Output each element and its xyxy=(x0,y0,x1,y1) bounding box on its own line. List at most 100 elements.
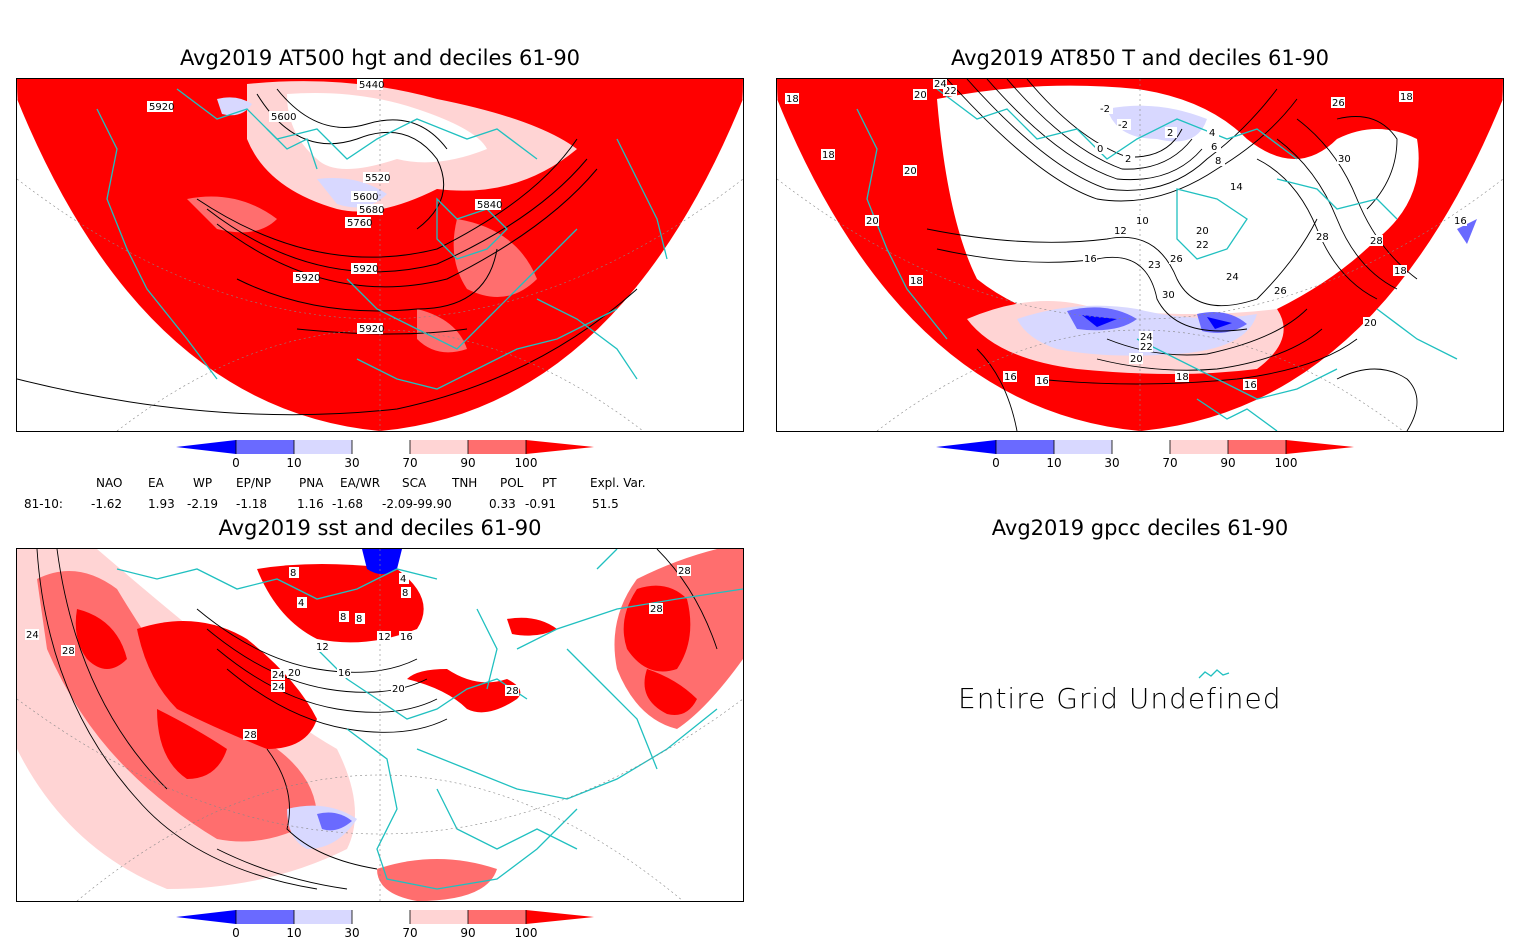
contour-label: 5520 xyxy=(365,173,390,184)
colorbar-tick-label: 90 xyxy=(460,456,476,470)
contour-label: 2 xyxy=(1167,128,1173,139)
colorbar-segment xyxy=(410,910,468,924)
colorbar-segment xyxy=(294,440,352,454)
contour-label: 20 xyxy=(1196,226,1209,237)
white-region xyxy=(287,93,487,169)
contour-label: 5440 xyxy=(359,80,384,91)
index-value: -2.09-99.90 xyxy=(382,497,452,511)
contour-label: 20 xyxy=(904,166,917,177)
contour-label: 20 xyxy=(914,90,927,101)
colorbar-tick-label: 0 xyxy=(992,456,1000,470)
contour-label: 22 xyxy=(944,86,957,97)
contour-label: 5920 xyxy=(353,264,378,275)
index-header: EA/WR xyxy=(340,476,381,490)
contour-label: 28 xyxy=(650,604,663,615)
contour-label: 12 xyxy=(378,632,391,643)
contour-label: 24 xyxy=(1226,272,1239,283)
contour-label: -2 xyxy=(1100,104,1110,115)
map-panel-sst: 28 24 28 4 8 8 12 16 20 24 28 28 12 8 4 … xyxy=(16,548,744,902)
map-t850-svg: 18 20 22 24 -2 2 0 -2 4 6 8 2 20 28 26 3… xyxy=(777,79,1503,431)
colorbar-tick-label: 30 xyxy=(344,456,360,470)
index-header: NAO xyxy=(96,476,123,490)
contour-label: 16 xyxy=(338,668,351,679)
index-header: Expl. Var. xyxy=(590,476,646,490)
colorbar-segment xyxy=(468,440,526,454)
contour-label: 4 xyxy=(1209,128,1215,139)
contour-label: 20 xyxy=(392,684,405,695)
colorbar-tick-label: 70 xyxy=(402,926,418,940)
contour-label: 16 xyxy=(1454,216,1467,227)
contour-label: 30 xyxy=(1338,154,1351,165)
contour-label: 16 xyxy=(1004,372,1017,383)
colorbar-svg xyxy=(176,440,594,454)
colorbar-tick-label: 10 xyxy=(286,456,302,470)
colorbar-segment xyxy=(236,910,294,924)
index-header: EA xyxy=(148,476,164,490)
contour-label: 22 xyxy=(1196,240,1209,251)
undefined-grid-message: Entire Grid Undefined xyxy=(958,682,1282,715)
colorbar-tick-label: 0 xyxy=(232,456,240,470)
colorbar-segment xyxy=(936,440,996,454)
contour-label: 18 xyxy=(1394,266,1407,277)
contour-label: 5760 xyxy=(347,218,372,229)
colorbar-segment xyxy=(1054,440,1112,454)
contour-label: 10 xyxy=(1136,216,1149,227)
index-value: -1.68 xyxy=(332,497,364,511)
contour-label: 16 xyxy=(1244,380,1257,391)
colorbar-tick-label: 10 xyxy=(286,926,302,940)
contour-label: 28 xyxy=(62,646,75,657)
t850-contours xyxy=(926,79,1418,431)
contour-label: 18 xyxy=(786,94,799,105)
panel-4-title: Avg2019 gpcc deciles 61-90 xyxy=(991,516,1289,540)
index-header: POL xyxy=(500,476,524,490)
contour-label: 5920 xyxy=(295,273,320,284)
hgt-contours xyxy=(17,88,638,416)
colorbar-segment xyxy=(352,440,410,454)
map-hgt500-svg: 5440 5920 5600 5520 5600 5680 5760 5840 … xyxy=(17,79,743,431)
colorbar-segment xyxy=(996,440,1054,454)
contour-label: 20 xyxy=(288,668,301,679)
contour-label: 8 xyxy=(402,588,408,599)
contour-label: 18 xyxy=(1176,372,1189,383)
contour-label: 18 xyxy=(1400,92,1413,103)
colorbar-segment xyxy=(1170,440,1228,454)
map-panel-t850: 18 20 22 24 -2 2 0 -2 4 6 8 2 20 28 26 3… xyxy=(776,78,1504,432)
index-value: 1.93 xyxy=(148,497,175,511)
colorbar-tick-label: 70 xyxy=(1162,456,1178,470)
index-row-label: 81-10: xyxy=(24,497,63,511)
colorbar-tick-label: 100 xyxy=(1274,456,1298,470)
colorbar-tick-label: 10 xyxy=(1046,456,1062,470)
contour-label: 5680 xyxy=(359,205,384,216)
colorbar-tick-label: 100 xyxy=(514,926,538,940)
contour-label: 12 xyxy=(1114,226,1127,237)
index-value: -2.19 xyxy=(187,497,219,511)
index-value: -1.18 xyxy=(236,497,268,511)
contour-label: 12 xyxy=(316,642,329,653)
contour-label: 16 xyxy=(1036,376,1049,387)
coastlines xyxy=(96,88,668,390)
contour-label: 5920 xyxy=(149,102,174,113)
contour-label: 30 xyxy=(1162,290,1175,301)
contour-label: 16 xyxy=(1084,254,1097,265)
map-sst-svg: 28 24 28 4 8 8 12 16 20 24 28 28 12 8 4 … xyxy=(17,549,743,901)
index-header: TNH xyxy=(452,476,478,490)
colorbar-tick-label: 90 xyxy=(460,926,476,940)
t850-contour-labels: 18 20 22 24 -2 2 0 -2 4 6 8 2 20 28 26 3… xyxy=(785,79,1467,391)
panel-3-title: Avg2019 sst and deciles 61-90 xyxy=(218,516,542,540)
contour-label: 4 xyxy=(298,598,304,609)
index-value: -1.62 xyxy=(91,497,123,511)
contour-label: 5840 xyxy=(477,200,502,211)
contour-label: 4 xyxy=(400,574,406,585)
coastlines xyxy=(856,88,1458,431)
contour-label: 5600 xyxy=(353,192,378,203)
colorbar-segment xyxy=(1228,440,1286,454)
colorbar-segment xyxy=(236,440,294,454)
index-value: 0.33 xyxy=(489,497,516,511)
contour-label: 5920 xyxy=(359,324,384,335)
sst-contours xyxy=(36,549,718,890)
decile-colorbar-3: 0 10 30 70 90 100 xyxy=(176,910,596,950)
contour-label: 8 xyxy=(290,568,296,579)
contour-label: 28 xyxy=(1316,232,1329,243)
index-value: 51.5 xyxy=(592,497,619,511)
index-header: PT xyxy=(542,476,557,490)
